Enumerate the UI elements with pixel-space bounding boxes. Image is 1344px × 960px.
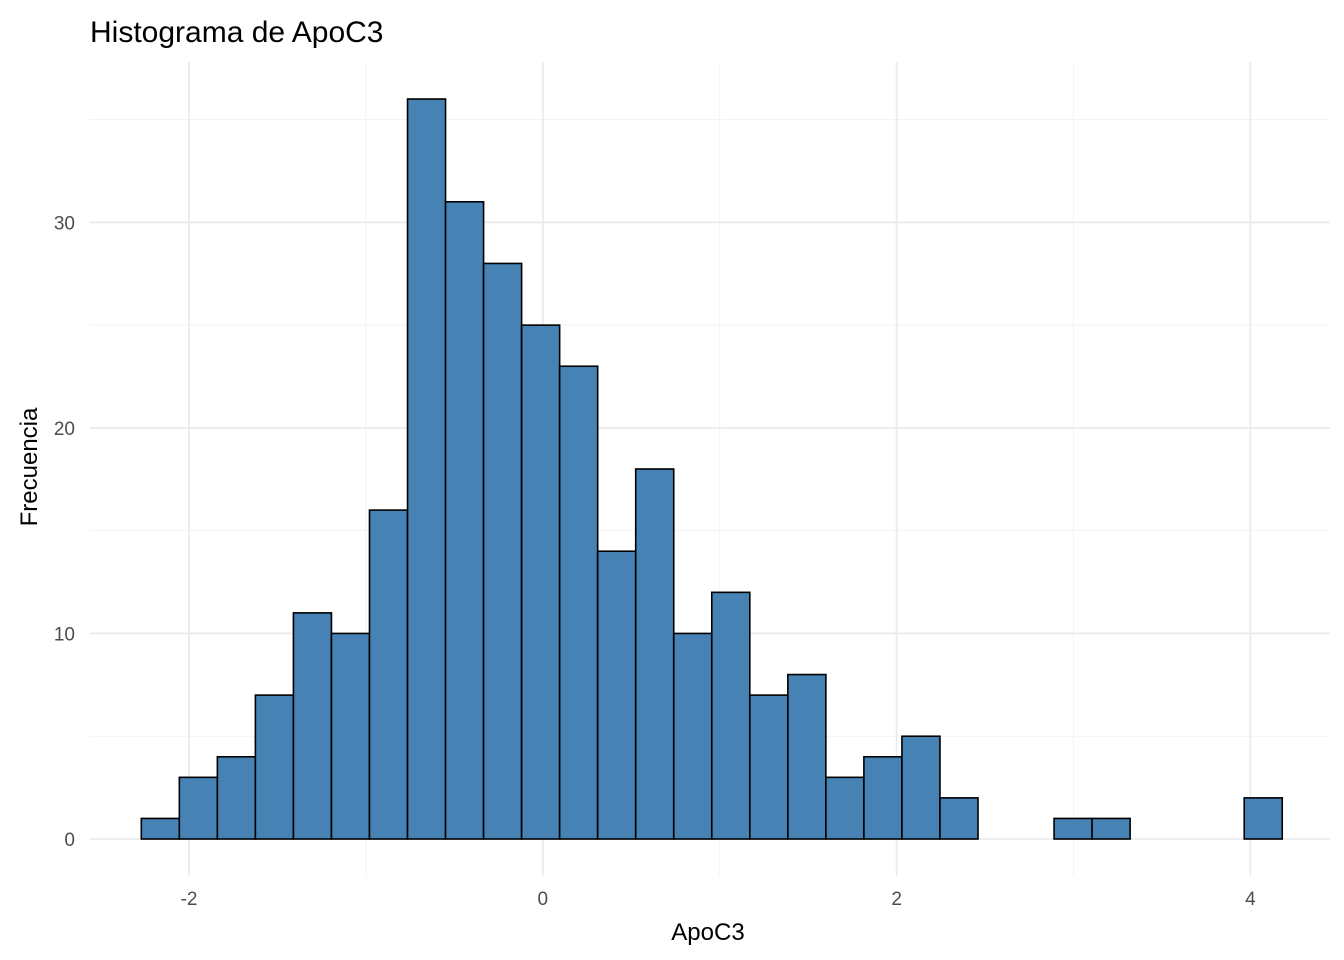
histogram-bar <box>863 755 903 840</box>
histogram-bar <box>1053 817 1093 840</box>
y-axis-label: Frecuencia <box>16 407 43 526</box>
histogram-bar <box>178 776 219 840</box>
histogram-bar <box>710 591 751 840</box>
histogram-bar <box>596 550 637 840</box>
chart-title: Histograma de ApoC3 <box>90 16 384 49</box>
histogram-bar <box>672 632 713 840</box>
histogram-bar <box>634 468 675 840</box>
x-tick-label: 4 <box>1245 889 1256 910</box>
x-tick-label: 2 <box>891 889 902 910</box>
histogram-bar <box>368 509 409 840</box>
histogram-bar <box>1243 797 1284 840</box>
x-axis-label: ApoC3 <box>671 919 744 946</box>
histogram-bar <box>330 632 371 840</box>
histogram-bar <box>254 694 295 840</box>
histogram-bar <box>406 98 447 840</box>
histogram-bar <box>825 776 865 840</box>
y-tick-label: 0 <box>64 830 75 851</box>
x-tick-label: 0 <box>538 889 549 910</box>
histogram-bar <box>939 797 979 840</box>
y-tick-label: 20 <box>54 419 75 440</box>
y-axis-ticks: 0 10 20 30 <box>54 213 75 851</box>
y-tick-label: 30 <box>54 213 75 234</box>
histogram-bar <box>216 755 257 840</box>
histogram-bar <box>787 673 827 840</box>
x-tick-label: -2 <box>181 889 198 910</box>
histogram-bar <box>292 612 333 840</box>
histogram-bar <box>140 817 181 840</box>
x-axis-ticks: -2 0 2 4 <box>181 889 1257 910</box>
histogram-bar <box>558 365 599 840</box>
y-tick-label: 10 <box>54 624 75 645</box>
histogram-bar <box>444 200 485 840</box>
histogram-bar <box>482 262 523 840</box>
histogram-bar <box>901 735 941 840</box>
histogram-bar <box>520 324 561 840</box>
histogram-bars <box>140 98 1284 840</box>
histogram-bar <box>1091 817 1131 840</box>
histogram-bar <box>749 694 789 840</box>
